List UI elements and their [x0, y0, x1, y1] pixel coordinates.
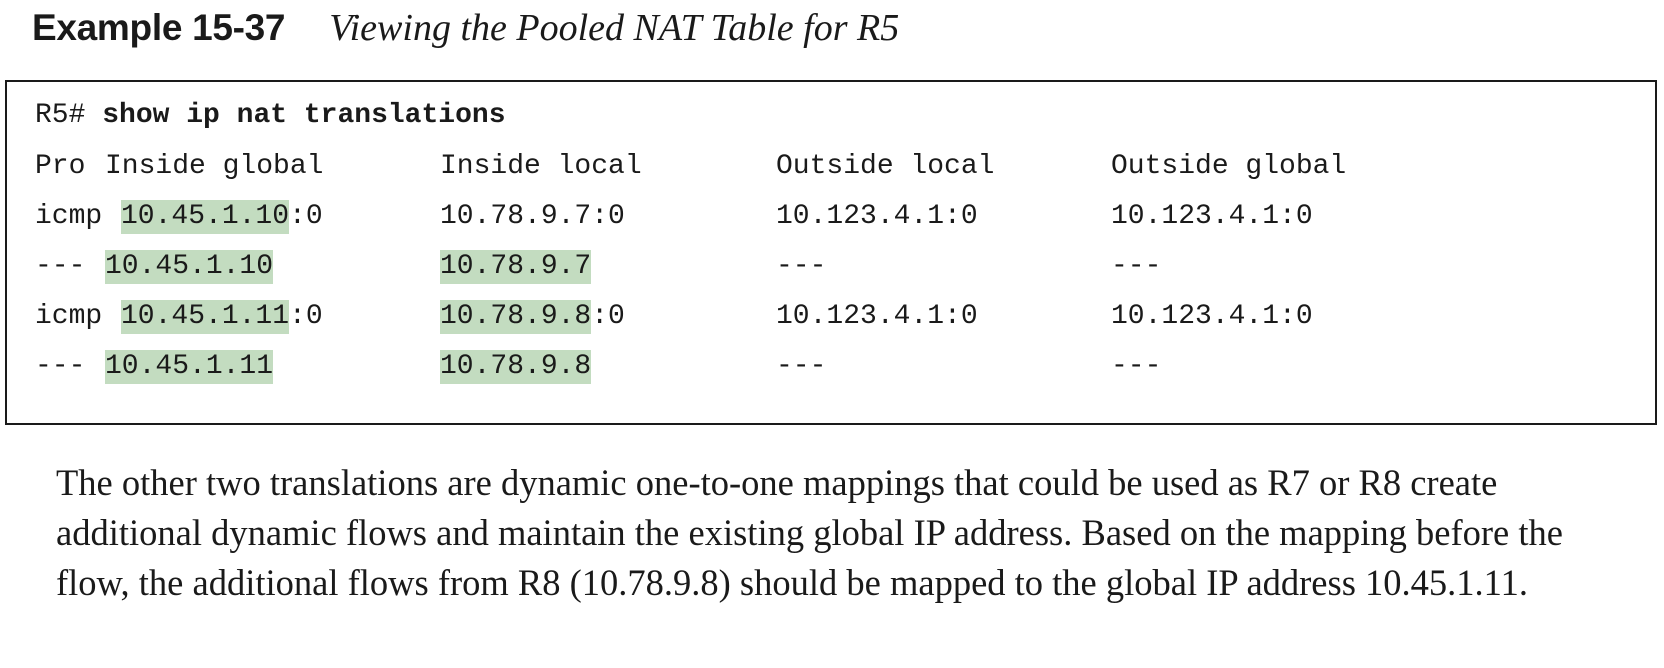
- col-header-inside-global: Inside global: [105, 151, 324, 182]
- command: show ip nat translations: [102, 100, 506, 131]
- highlight-inside-global: 10.45.1.11: [105, 350, 274, 384]
- row-4-inside-global: 10.45.1.11: [105, 350, 274, 384]
- highlight-inside-local: 10.78.9.8: [440, 350, 592, 384]
- row-2-outside-local: ---: [776, 251, 827, 282]
- row-3-outside-local: 10.123.4.1:0: [776, 301, 978, 332]
- col-header-pro: Pro: [35, 151, 86, 182]
- row-1-outside-global: 10.123.4.1:0: [1111, 201, 1313, 232]
- col-header-outside-local: Outside local: [776, 151, 995, 182]
- row-3-inside-local: 10.78.9.8:0: [440, 300, 625, 334]
- col-header-inside-local: Inside local: [440, 151, 642, 182]
- row-2-inside-local: 10.78.9.7: [440, 250, 592, 284]
- row-2-inside-global: 10.45.1.10: [105, 250, 274, 284]
- highlight-inside-local: 10.78.9.7: [440, 250, 592, 284]
- row-3-inside-global: 10.45.1.11:0: [121, 300, 323, 334]
- row-4-inside-local: 10.78.9.8: [440, 350, 592, 384]
- row-1-inside-local: 10.78.9.7:0: [440, 201, 625, 232]
- terminal-output-box: R5# show ip nat translations Pro Inside …: [5, 80, 1657, 425]
- col-header-outside-global: Outside global: [1111, 151, 1347, 182]
- row-2-pro: ---: [35, 251, 86, 282]
- highlight-inside-global: 10.45.1.10: [105, 250, 274, 284]
- highlight-inside-local: 10.78.9.8: [440, 300, 592, 334]
- row-4-outside-global: ---: [1111, 351, 1162, 382]
- explanation-paragraph: The other two translations are dynamic o…: [56, 462, 1563, 603]
- row-4-pro: ---: [35, 351, 86, 382]
- row-3-outside-global: 10.123.4.1:0: [1111, 301, 1313, 332]
- command-line: R5# show ip nat translations: [35, 99, 506, 133]
- row-4-outside-local: ---: [776, 351, 827, 382]
- example-number: Example 15-37: [32, 7, 286, 48]
- row-3-pro: icmp: [35, 301, 103, 332]
- highlight-inside-global: 10.45.1.11: [121, 300, 290, 334]
- row-1-inside-global: 10.45.1.10:0: [121, 200, 323, 234]
- row-1-pro: icmp: [35, 201, 103, 232]
- highlight-inside-global: 10.45.1.10: [121, 200, 290, 234]
- example-title: Viewing the Pooled NAT Table for R5: [329, 7, 900, 49]
- row-1-outside-local: 10.123.4.1:0: [776, 201, 978, 232]
- example-caption: Example 15-37 Viewing the Pooled NAT Tab…: [32, 0, 899, 56]
- row-2-outside-global: ---: [1111, 251, 1162, 282]
- prompt: R5#: [35, 100, 86, 131]
